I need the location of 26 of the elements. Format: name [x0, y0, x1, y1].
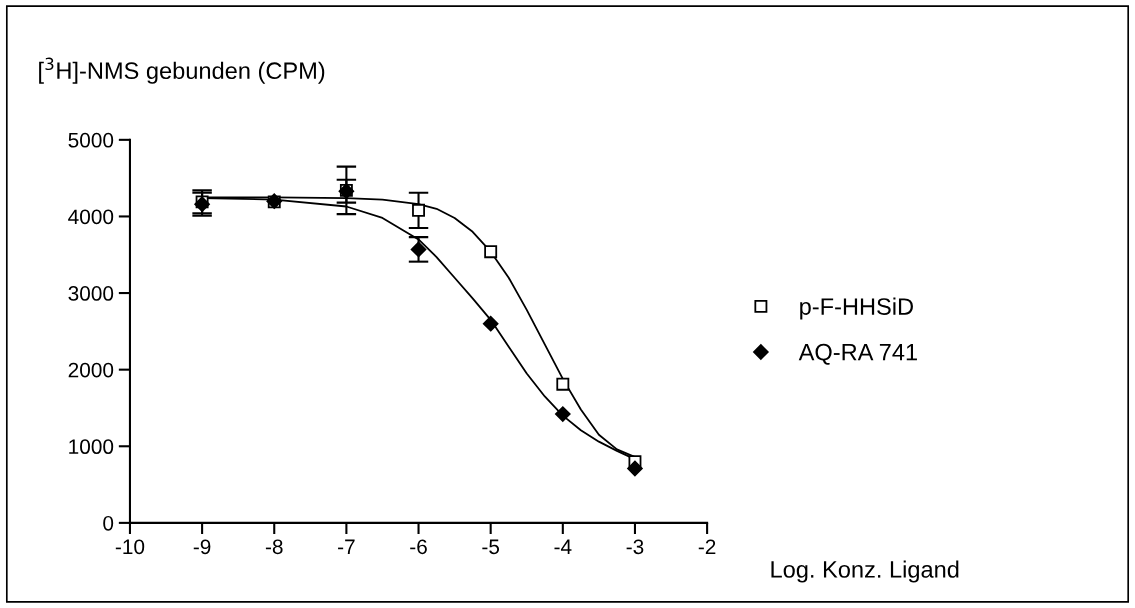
point	[410, 241, 427, 258]
point	[556, 377, 570, 391]
x-tick-label: -7	[338, 539, 355, 554]
legend-label: AQ-RA 741	[798, 343, 917, 365]
y-tick-label: 4000	[68, 209, 114, 225]
x-tick-label: -2	[698, 539, 716, 554]
y-axis-title: [$^{3}$H]-NMS gebunden (CPM)	[39, 57, 325, 84]
x-tick-label: -4	[554, 539, 572, 554]
y-tick-label: 1000	[69, 439, 114, 455]
point	[484, 245, 498, 259]
x-tick-label: -5	[482, 539, 500, 555]
x-tick-label: -10	[115, 539, 145, 555]
point	[482, 315, 499, 332]
x-tick-label: -8	[265, 539, 283, 555]
y-tick-label: 0	[103, 515, 114, 531]
x-tick-label: -6	[410, 539, 427, 555]
point	[412, 203, 425, 217]
point	[627, 460, 643, 477]
y-tick-label: 2000	[68, 362, 114, 378]
x-axis-title: Log. Konz. Ligand	[771, 560, 959, 583]
legend-label: p-F-HHSiD	[800, 297, 913, 320]
y-tick-label: 5000	[68, 132, 114, 148]
y-tick-label: 3000	[68, 286, 114, 301]
x-tick-label: -9	[193, 539, 211, 555]
x-tick-label: -3	[626, 539, 644, 555]
point	[555, 406, 571, 422]
